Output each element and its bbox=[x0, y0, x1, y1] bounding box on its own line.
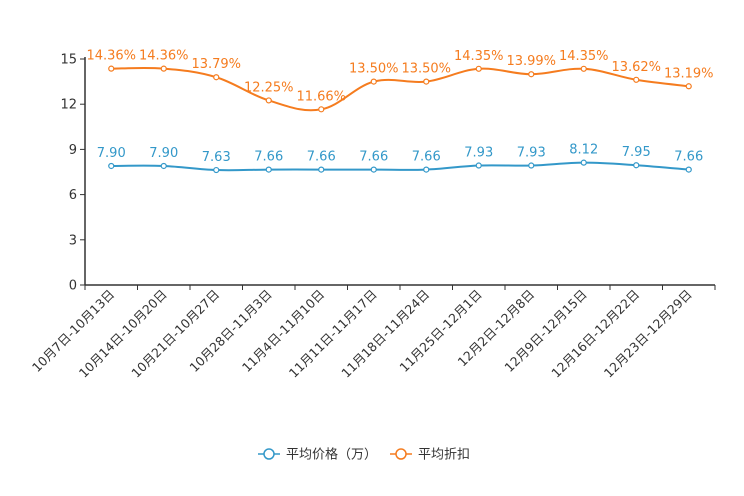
series-1-data-label: 13.99% bbox=[506, 54, 556, 69]
series-0-data-label: 7.90 bbox=[149, 146, 178, 161]
series-0-data-label: 7.93 bbox=[464, 146, 493, 161]
series-0-point[interactable] bbox=[580, 159, 587, 166]
series-0-point[interactable] bbox=[528, 162, 535, 169]
chart-legend[interactable]: 平均价格（万） 平均折扣 bbox=[258, 447, 470, 463]
x-tick-label: 11月18日-11月24日 bbox=[338, 287, 432, 381]
series-0-data-label: 7.63 bbox=[202, 150, 231, 165]
series-1: 14.36% 14.36%13.79%12.25%11.66%13.50% 13.5… bbox=[86, 49, 714, 113]
x-tick-label: 12月23日-12月29日 bbox=[601, 287, 695, 381]
y-tick-label: 3 bbox=[69, 233, 77, 248]
series-1-point[interactable] bbox=[423, 78, 430, 85]
series-0-point[interactable] bbox=[685, 166, 692, 173]
series-1-data-label: 13.19% bbox=[664, 66, 714, 81]
series-0-point[interactable] bbox=[108, 162, 115, 170]
series-0-data-label: 7.66 bbox=[412, 150, 441, 165]
series-0-data-label: 7.95 bbox=[622, 145, 651, 160]
series-1-point[interactable] bbox=[213, 74, 220, 81]
y-tick-label: 15 bbox=[60, 53, 77, 68]
legend-circle-icon bbox=[395, 448, 407, 460]
series-0-data-label: 8.12 bbox=[569, 143, 598, 158]
series-1-point[interactable] bbox=[580, 65, 587, 72]
series-0: 7.90 7.90 7.63 7.66 7.66 7.66 7.66 7.93 7.93 8.12… bbox=[97, 143, 703, 174]
series-1-data-label: 13.62% bbox=[611, 60, 661, 75]
legend-label: 平均价格（万） bbox=[286, 447, 377, 463]
series-1-data-label: 14.35% bbox=[454, 49, 504, 64]
legend-circle-icon bbox=[263, 448, 275, 460]
x-tick-label: 10月14日-10月20日 bbox=[76, 287, 170, 381]
x-tick-label: 10月21日-10月27日 bbox=[128, 287, 222, 381]
series-1-point[interactable] bbox=[685, 83, 692, 90]
chart-axes: 0369121510月7日-10月13日10月14日-10月20日10月21日-… bbox=[29, 53, 716, 381]
series-0-data-label: 7.66 bbox=[359, 150, 388, 165]
x-tick-label: 12月16日-12月22日 bbox=[548, 287, 642, 381]
series-0-point[interactable] bbox=[633, 162, 640, 169]
series-1-point[interactable] bbox=[108, 65, 115, 72]
x-tick-label: 11月11日-11月17日 bbox=[286, 287, 380, 381]
series-0-point[interactable] bbox=[265, 166, 272, 173]
y-tick-label: 12 bbox=[60, 98, 77, 113]
series-1-data-label: 12.25% bbox=[244, 80, 294, 95]
series-1-data-label: 13.50% bbox=[401, 62, 451, 77]
legend-label: 平均折扣 bbox=[418, 448, 470, 463]
series-1-data-label: 11.66% bbox=[296, 89, 346, 104]
series-1-point[interactable] bbox=[528, 71, 535, 78]
series-0-data-label: 7.93 bbox=[517, 146, 546, 161]
series-1-data-label: 14.36% bbox=[86, 49, 136, 64]
series-1-data-label: 13.79% bbox=[191, 57, 241, 72]
y-tick-label: 6 bbox=[69, 188, 77, 203]
series-0-point[interactable] bbox=[370, 166, 377, 173]
series-1-data-label: 13.50% bbox=[349, 62, 399, 77]
series-0-data-label: 7.66 bbox=[674, 150, 703, 165]
series-1-data-label: 14.35% bbox=[559, 49, 609, 64]
series-1-data-label: 14.36% bbox=[139, 49, 189, 64]
legend-item-0[interactable]: 平均价格（万） bbox=[258, 447, 377, 463]
series-1-line bbox=[111, 66, 689, 112]
series-0-data-label: 7.90 bbox=[97, 146, 126, 161]
series-0-point[interactable] bbox=[160, 162, 167, 170]
series-0-point[interactable] bbox=[475, 162, 482, 169]
series-1-point[interactable] bbox=[370, 78, 377, 85]
series-1-point[interactable] bbox=[265, 97, 272, 104]
series-1-point[interactable] bbox=[160, 65, 167, 72]
series-0-point[interactable] bbox=[213, 166, 220, 174]
series-0-data-label: 7.66 bbox=[307, 150, 336, 165]
series-1-point[interactable] bbox=[633, 76, 640, 83]
chart-series: 7.90 7.90 7.63 7.66 7.66 7.66 7.66 7.93 7.93 8.12… bbox=[86, 49, 714, 174]
series-1-point[interactable] bbox=[318, 106, 325, 113]
series-0-point[interactable] bbox=[318, 166, 325, 173]
y-tick-label: 9 bbox=[69, 143, 77, 158]
y-tick-label: 0 bbox=[69, 279, 77, 294]
legend-item-1[interactable]: 平均折扣 bbox=[390, 448, 470, 463]
series-1-point[interactable] bbox=[475, 65, 482, 72]
series-0-point[interactable] bbox=[423, 166, 430, 173]
series-0-data-label: 7.66 bbox=[254, 150, 283, 165]
series-0-line bbox=[111, 161, 689, 172]
